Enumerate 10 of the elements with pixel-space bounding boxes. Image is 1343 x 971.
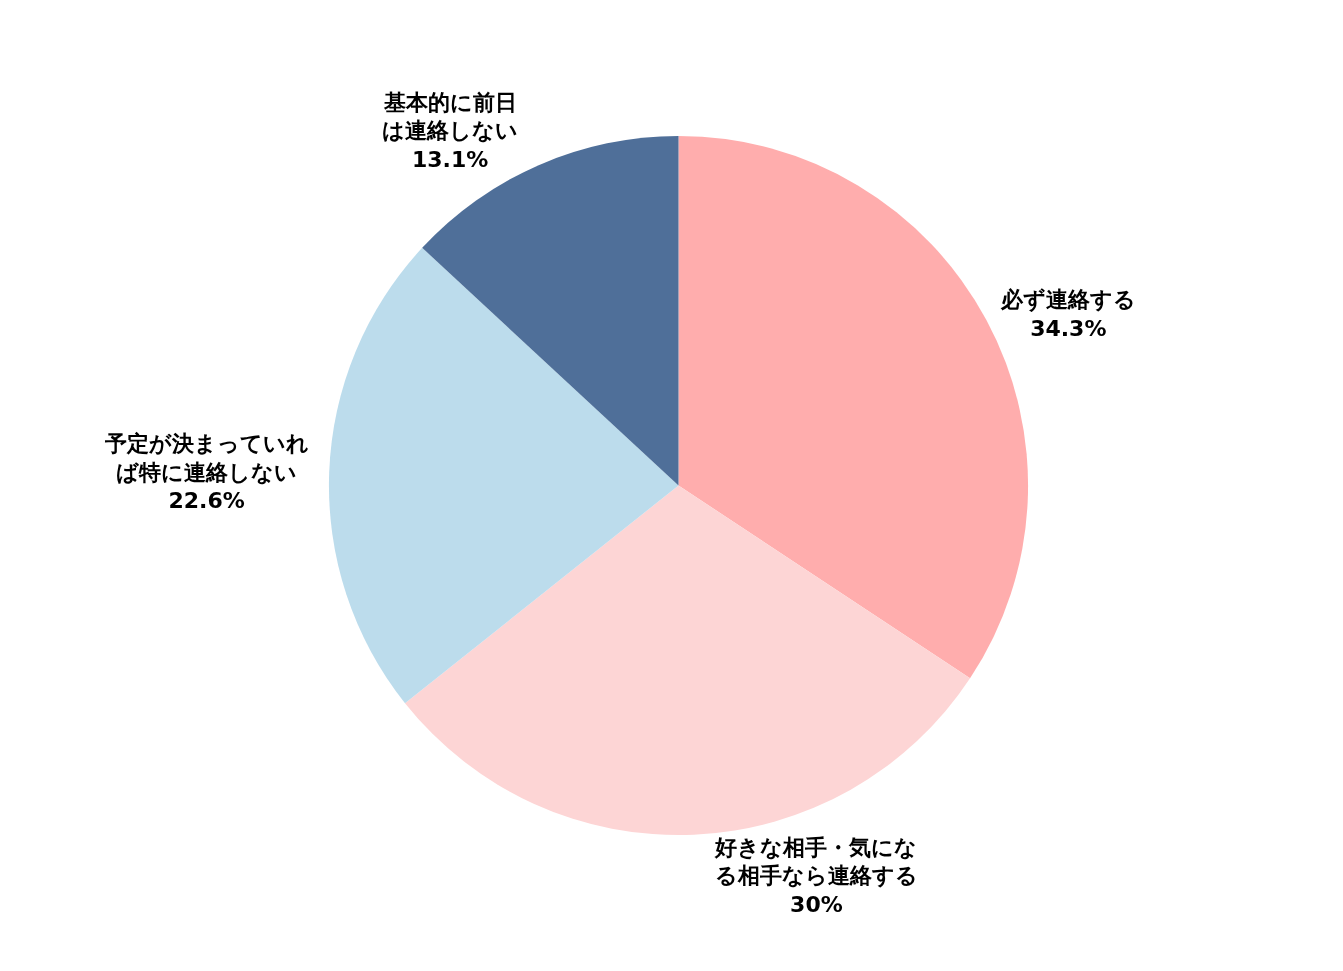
data-label: 22.6%: [168, 488, 245, 514]
data-label: 13.1%: [411, 146, 489, 172]
slice-label: 必ず連絡する: [999, 287, 1136, 314]
slice-label: 好きな相手・気になる相手なら連絡する: [714, 834, 918, 889]
slice-label: 基本的に前日は連絡しない: [382, 89, 519, 144]
data-label: 30%: [790, 891, 843, 917]
slice-label: 予定が決まっていれば特に連絡しない: [103, 431, 309, 485]
pie-slice: [405, 485, 971, 835]
pie-slice: [329, 247, 679, 704]
data-label: 34.3%: [1030, 315, 1107, 341]
